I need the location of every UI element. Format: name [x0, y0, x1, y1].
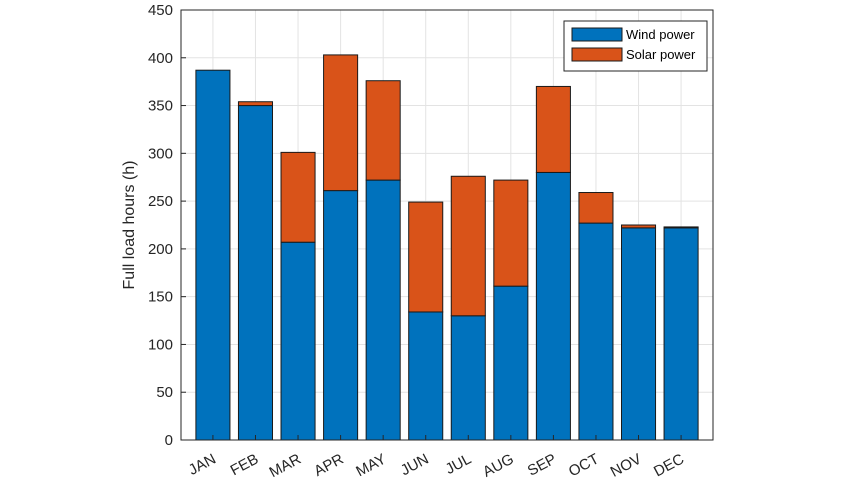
bar-solar-power-oct [578, 192, 614, 224]
bar-wind-power-jun [408, 311, 444, 441]
y-tick-label: 50 [156, 384, 173, 401]
bar-solar-power-mar [280, 151, 316, 243]
bar-solar-power-nov [620, 224, 657, 229]
legend-swatch [571, 47, 623, 62]
legend-items: Wind power Solar power [571, 27, 696, 62]
bar-wind-power-feb [237, 105, 274, 441]
bar-solar-power-apr [323, 54, 359, 192]
bar-wind-power-jan [195, 69, 231, 441]
bar-series [195, 54, 699, 441]
y-axis-title: Full load hours (h) [121, 161, 138, 290]
y-tick-label: 200 [148, 241, 173, 258]
x-tick-label: APR [311, 450, 346, 480]
x-tick-label: JAN [186, 451, 219, 479]
x-tick-label: NOV [608, 451, 645, 480]
bar-solar-power-jun [408, 201, 444, 313]
x-tick-label: JUN [398, 451, 432, 480]
x-tick-label: JUL [443, 451, 475, 479]
bar-wind-power-mar [280, 241, 316, 441]
x-tick-label: AUG [480, 451, 517, 480]
y-tick-label: 250 [148, 193, 173, 210]
legend: Wind power Solar power [563, 20, 708, 72]
bar-wind-power-dec [663, 227, 699, 441]
bar-solar-power-jul [450, 175, 486, 317]
x-tick-label: MAR [266, 450, 304, 480]
x-tick-label: FEB [228, 451, 262, 480]
bar-wind-power-oct [578, 222, 614, 441]
x-tick-label: DEC [651, 450, 687, 480]
x-tick-label: MAY [353, 451, 389, 480]
bar-wind-power-may [365, 179, 401, 441]
x-tick-label: OCT [566, 451, 602, 480]
bar-solar-power-dec [663, 226, 699, 229]
legend-swatch [571, 27, 623, 42]
bar-wind-power-aug [493, 285, 529, 441]
bar-solar-power-sep [535, 85, 571, 173]
bar-solar-power-feb [237, 101, 274, 107]
plot-area-frame [180, 9, 714, 441]
bar-solar-power-aug [493, 179, 529, 287]
y-tick-label: 450 [148, 2, 173, 19]
legend-label: Solar power [626, 47, 696, 62]
y-tick-label: 100 [148, 336, 173, 353]
y-tick-label: 300 [148, 145, 173, 162]
y-tick-label: 150 [148, 289, 173, 306]
y-tick-label: 0 [165, 432, 173, 449]
x-tick-label: SEP [525, 451, 559, 480]
x-axis-ticks: JAN FEB MAR APR MAY JUN JUL AUG SEP OCT NOV DEC [186, 435, 687, 480]
bar-wind-power-nov [620, 227, 657, 441]
bar-wind-power-sep [535, 171, 571, 441]
bar-solar-power-may [365, 80, 401, 181]
bar-wind-power-jul [450, 315, 486, 441]
y-tick-label: 350 [148, 98, 173, 115]
bar-wind-power-apr [323, 190, 359, 441]
y-tick-label: 400 [148, 50, 173, 67]
y-axis-ticks: 0 50 100 150 200 250 300 350 400 450 [148, 2, 186, 449]
legend-label: Wind power [626, 27, 695, 42]
